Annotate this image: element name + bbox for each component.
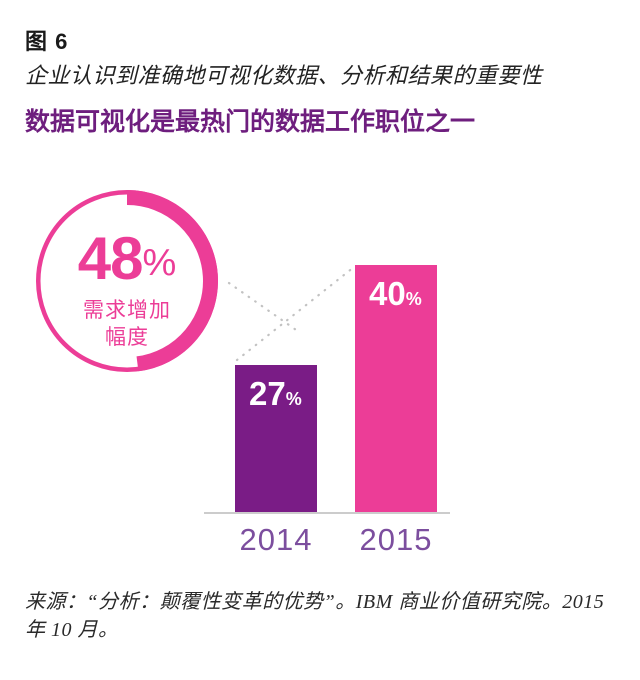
dotted-connector-left <box>227 281 301 334</box>
bar-2014-percent-sign: % <box>285 389 302 409</box>
figure-subtitle: 企业认识到准确地可视化数据、分析和结果的重要性 <box>25 63 543 88</box>
donut-caption-line2: 幅度 <box>105 326 149 349</box>
x-tick-2014: 2014 <box>239 522 313 557</box>
donut-center-text: 48% 需求增加 幅度 <box>36 229 218 351</box>
bar-2015-percent-sign: % <box>405 289 422 309</box>
donut-percent-sign: % <box>142 242 177 284</box>
x-axis-line <box>204 512 450 514</box>
figure-label: 图 6 <box>25 29 69 54</box>
bar-2014-number: 27 <box>249 375 286 412</box>
figure-heading: 数据可视化是最热门的数据工作职位之一 <box>25 108 476 136</box>
dotted-connector-right <box>235 265 356 362</box>
bar-2014-value: 27% <box>235 365 317 410</box>
x-tick-2015: 2015 <box>359 522 433 557</box>
bar-2015-value: 40% <box>355 265 437 310</box>
donut-caption-line1: 需求增加 <box>83 299 171 322</box>
donut-value-number: 48 <box>77 225 144 292</box>
donut-value: 48% <box>36 229 218 289</box>
bar-2015-number: 40 <box>369 275 406 312</box>
bar-2015: 40% <box>355 265 437 513</box>
bar-2014: 27% <box>235 365 317 513</box>
source-note: 来源：“分析：颠覆性变革的优势”。IBM 商业价值研究院。2015 年 10 月… <box>25 591 605 641</box>
